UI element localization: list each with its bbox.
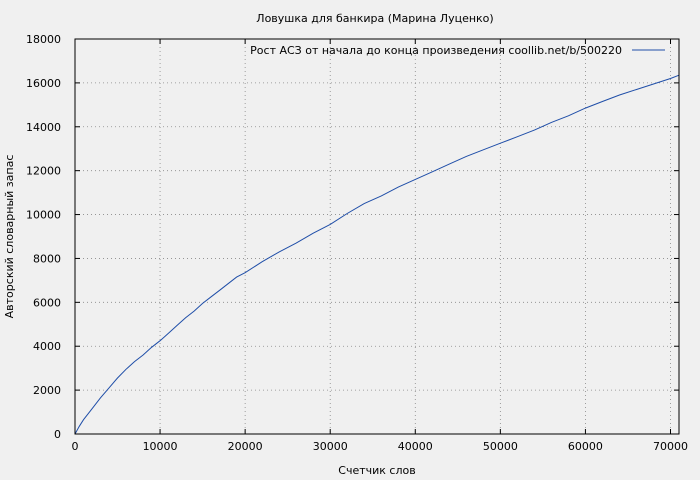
y-tick-label: 6000 [33,296,61,309]
x-tick-label: 20000 [228,440,263,453]
y-tick-label: 2000 [33,384,61,397]
y-tick-label: 8000 [33,252,61,265]
y-axis-label: Авторский словарный запас [3,155,16,319]
y-tick-label: 12000 [26,165,61,178]
x-tick-label: 0 [72,440,79,453]
x-axis-label: Счетчик слов [338,464,415,477]
plot-frame [74,38,680,435]
y-tick-label: 18000 [26,33,61,46]
x-tick-label: 50000 [483,440,518,453]
x-tick-label: 30000 [313,440,348,453]
chart-title: Ловушка для банкира (Марина Луценко) [256,12,493,25]
grid [75,39,679,434]
x-tick-label: 60000 [568,440,603,453]
y-tick-label: 4000 [33,340,61,353]
x-tick-label: 10000 [143,440,178,453]
ticks: 0 10000 20000 30000 40000 50000 60000 70000 0 200… [26,33,688,453]
legend-label: Рост АСЗ от начала до конца произведения… [250,44,622,57]
x-tick-label: 40000 [398,440,433,453]
y-tick-label: 14000 [26,121,61,134]
y-tick-label: 0 [54,428,61,441]
legend: Рост АСЗ от начала до конца произведения… [250,44,665,57]
y-tick-label: 16000 [26,77,61,90]
x-tick-label: 70000 [653,440,688,453]
y-tick-label: 10000 [26,209,61,222]
series-layer [74,74,680,435]
series-line [74,74,680,435]
